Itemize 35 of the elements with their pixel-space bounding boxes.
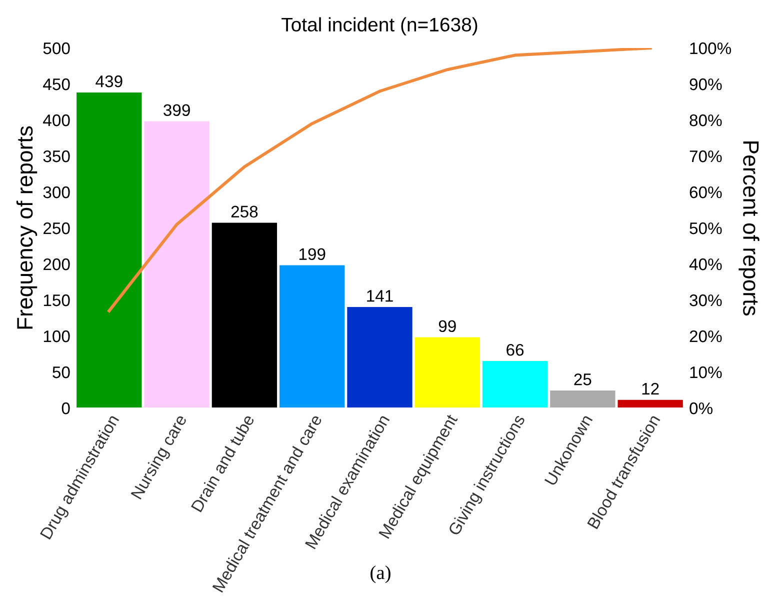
y2-tick-label: 0% bbox=[690, 402, 712, 414]
data-label: 12 bbox=[642, 382, 659, 395]
y2-tick-label: 20% bbox=[690, 330, 722, 342]
y-tick-label: 350 bbox=[43, 150, 70, 162]
y-tick-label: 200 bbox=[44, 258, 70, 270]
y-tick-label: 150 bbox=[44, 294, 70, 306]
y-axis-title: Frequency of reports bbox=[16, 126, 38, 329]
data-label: 25 bbox=[574, 374, 592, 386]
y2-axis-title: Percent of reports bbox=[738, 142, 760, 316]
y2-tick-label: 40% bbox=[689, 258, 722, 270]
y-tick-label: 250 bbox=[44, 222, 70, 234]
data-label: 66 bbox=[506, 344, 524, 356]
data-label: 199 bbox=[299, 248, 326, 260]
y2-tick-label: 30% bbox=[690, 294, 722, 306]
y-tick-label: 100 bbox=[44, 330, 70, 342]
y-tick-label: 400 bbox=[43, 114, 70, 126]
data-label: 99 bbox=[438, 320, 456, 332]
data-label: 439 bbox=[96, 75, 122, 88]
data-label: 399 bbox=[164, 104, 190, 116]
y2-tick-label: 50% bbox=[690, 222, 722, 234]
chart-title: Total incident (n=1638) bbox=[282, 17, 478, 36]
y-tick-label: 500 bbox=[43, 42, 70, 54]
text: (a) bbox=[370, 566, 390, 584]
y2-tick-label: 10% bbox=[690, 366, 722, 378]
y2-tick-label: 70% bbox=[690, 150, 722, 162]
data-label: 141 bbox=[367, 290, 393, 302]
y2-tick-label: 80% bbox=[690, 114, 722, 126]
y2-tick-label: 90% bbox=[690, 78, 722, 90]
y-tick-label: 450 bbox=[43, 78, 70, 90]
data-label: 258 bbox=[231, 206, 258, 218]
y-tick-label: 50 bbox=[52, 366, 70, 378]
y-tick-label: 0 bbox=[62, 402, 70, 414]
y2-tick-label: 60% bbox=[690, 186, 722, 198]
y-tick-label: 300 bbox=[43, 186, 70, 198]
y2-tick-label: 100% bbox=[690, 42, 732, 54]
